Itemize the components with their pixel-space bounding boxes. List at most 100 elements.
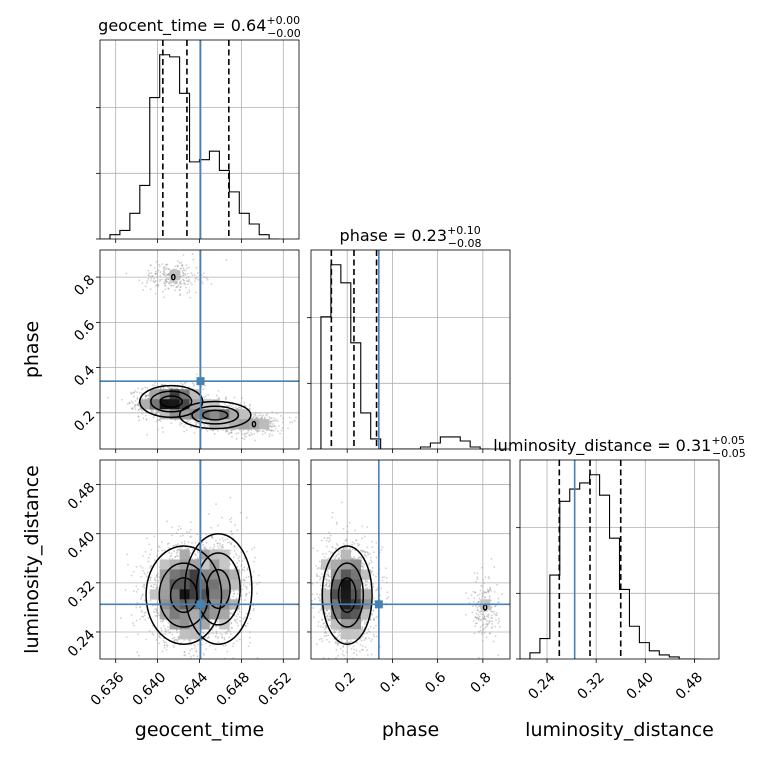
sample-point <box>186 292 188 294</box>
sample-point <box>246 593 248 595</box>
sample-point <box>236 615 238 617</box>
sample-point <box>243 566 245 568</box>
sample-point <box>150 276 152 278</box>
sample-point <box>148 270 150 272</box>
sample-point <box>184 383 186 385</box>
sample-point <box>269 425 271 427</box>
sample-point <box>235 621 237 623</box>
sample-point <box>213 633 215 635</box>
sample-point <box>242 618 244 620</box>
sample-point <box>216 395 218 397</box>
sample-point <box>150 264 152 266</box>
sample-point <box>168 387 170 389</box>
sample-point <box>175 388 177 390</box>
histogram-grid-geocent_time <box>100 40 299 239</box>
sample-point <box>148 274 150 276</box>
sample-point <box>156 615 158 617</box>
sample-point <box>172 645 174 647</box>
sample-point <box>207 430 209 432</box>
sample-point <box>188 289 190 291</box>
density-cell <box>239 409 249 419</box>
sample-point <box>155 293 157 295</box>
sample-point <box>150 577 152 579</box>
sample-point <box>190 282 192 284</box>
sample-point <box>164 647 166 649</box>
sample-point <box>176 281 178 283</box>
sample-point <box>204 548 206 550</box>
sample-point <box>231 627 233 629</box>
sample-point <box>231 517 233 519</box>
sample-point <box>280 415 282 417</box>
sample-point <box>141 389 143 391</box>
sample-point <box>220 633 222 635</box>
sample-point <box>244 599 246 601</box>
sample-point <box>230 521 232 523</box>
sample-point <box>196 534 198 536</box>
sample-point <box>236 640 238 642</box>
sample-point <box>205 533 207 535</box>
sample-point <box>179 262 181 264</box>
sample-point <box>127 403 129 405</box>
sample-point <box>183 275 185 277</box>
sample-point <box>202 388 204 390</box>
sample-point <box>258 575 260 577</box>
sample-point <box>240 431 242 433</box>
sample-point <box>188 531 190 533</box>
sample-point <box>194 542 196 544</box>
sample-point <box>174 290 176 292</box>
sample-point <box>249 637 251 639</box>
sample-point <box>229 636 231 638</box>
sample-point <box>156 276 158 278</box>
sample-point <box>168 552 170 554</box>
sample-point <box>155 584 157 586</box>
sample-point <box>218 390 220 392</box>
sample-point <box>153 536 155 538</box>
sample-point <box>190 552 192 554</box>
sample-point <box>189 419 191 421</box>
sample-point <box>192 259 194 261</box>
sample-point <box>195 292 197 294</box>
sample-point <box>206 277 208 279</box>
sample-point <box>215 649 217 651</box>
sample-point <box>188 276 190 278</box>
sample-point <box>147 571 149 573</box>
sample-point <box>262 433 264 435</box>
title-main: luminosity_distance = 0.31 <box>493 436 711 456</box>
sample-point <box>165 273 167 275</box>
sample-point <box>239 616 241 618</box>
sample-point <box>221 634 223 636</box>
sample-point <box>136 391 138 393</box>
density-cell <box>160 560 170 570</box>
sample-point <box>254 440 256 442</box>
sample-point <box>161 263 163 265</box>
sample-point <box>195 554 197 556</box>
title-geocent_time: geocent_time = 0.64+0.00−0.00 <box>98 14 301 40</box>
sample-point <box>239 610 241 612</box>
sample-point <box>177 529 179 531</box>
sample-point <box>156 555 158 557</box>
sample-point <box>224 403 226 405</box>
sample-point <box>165 642 167 644</box>
sample-point <box>249 408 251 410</box>
sample-point <box>226 631 228 633</box>
sample-point <box>137 397 139 399</box>
sample-point <box>276 412 278 414</box>
sample-point <box>222 538 224 540</box>
sample-point <box>273 418 275 420</box>
sample-point <box>245 436 247 438</box>
sample-point <box>178 548 180 550</box>
sample-point <box>185 287 187 289</box>
sample-point <box>183 267 185 269</box>
histogram-geocent_time <box>100 55 279 239</box>
sample-point <box>135 607 137 609</box>
sample-point <box>182 387 184 389</box>
sample-point <box>254 413 256 415</box>
sample-point <box>167 622 169 624</box>
sample-point <box>183 279 185 281</box>
sample-point <box>231 405 233 407</box>
sample-point <box>188 653 190 655</box>
sample-point <box>233 593 235 595</box>
sample-point <box>193 644 195 646</box>
sample-point <box>217 545 219 547</box>
sample-point <box>192 253 194 255</box>
